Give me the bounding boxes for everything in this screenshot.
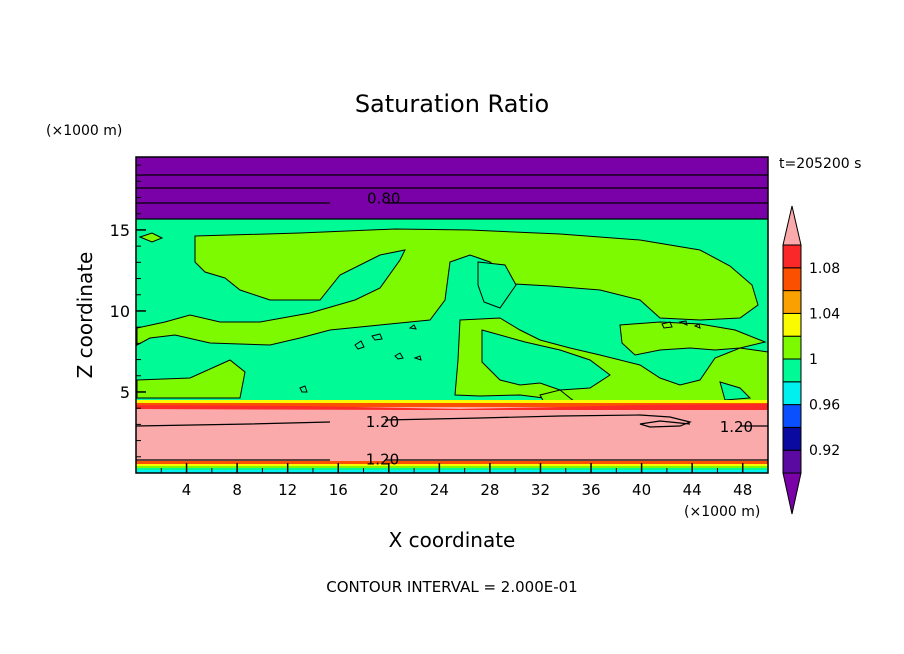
yellow-band	[136, 400, 768, 404]
surface-cyan-band	[136, 470, 768, 473]
surface-teal-band	[136, 468, 768, 470]
contour-label: 0.80	[367, 190, 400, 208]
x-tick-label: 48	[733, 481, 752, 499]
y-tick-label: 15	[110, 221, 130, 240]
x-tick-label: 8	[232, 481, 242, 499]
x-axis-label: X coordinate	[389, 528, 516, 552]
colorbar-label: 0.92	[809, 443, 840, 459]
x-tick-label: 36	[581, 481, 600, 499]
x-tick-label: 28	[480, 481, 499, 499]
surface-yellow-band	[136, 464, 768, 466]
x-tick-label: 24	[430, 481, 449, 499]
supersaturated-layer	[136, 405, 768, 461]
x-tick-label: 40	[632, 481, 651, 499]
x-tick-label: 20	[379, 481, 398, 499]
time-label: t=205200 s	[779, 156, 861, 172]
colorbar-bin	[782, 426, 802, 451]
y-axis-ticks: 5 10 15	[110, 164, 146, 458]
y-tick-label: 5	[120, 383, 130, 402]
colorbar-bin	[782, 312, 802, 337]
red-band	[136, 404, 768, 410]
colorbar-label: 1	[809, 352, 818, 368]
colorbar-label: 0.96	[809, 398, 840, 414]
plot-frame	[135, 156, 769, 474]
y-unit-label: (×1000 m)	[46, 123, 122, 139]
x-tick-label: 32	[531, 481, 550, 499]
x-unit-label: (×1000 m)	[684, 504, 760, 520]
x-tick-label: 16	[329, 481, 348, 499]
surface-orange-band	[136, 461, 768, 464]
surface-green-band	[136, 466, 768, 468]
contour-lines	[136, 174, 768, 461]
x-tick-label: 44	[683, 481, 702, 499]
colorbar-bin	[782, 449, 802, 474]
small-contour-speckles	[299, 320, 701, 393]
x-tick-label: 4	[182, 481, 192, 499]
chart-title: Saturation Ratio	[355, 90, 549, 118]
colorbar-bin	[782, 381, 802, 406]
colorbar-bin	[782, 358, 802, 383]
contour-label: 1.20	[366, 450, 399, 468]
y-axis-label: Z coordinate	[73, 252, 97, 379]
x-axis-ticks: 4 8 12 16 20 24 28 32 36 40 44 48	[160, 463, 752, 499]
x-tick-label: 12	[278, 481, 297, 499]
colorbar-bin	[782, 267, 802, 292]
colorbar-over-arrow	[782, 205, 802, 246]
contour-interval-label: CONTOUR INTERVAL = 2.000E-01	[326, 578, 577, 596]
colorbar-bin	[782, 335, 802, 360]
orange-band	[136, 403, 768, 407]
colorbar-label: 1.08	[809, 261, 840, 277]
contour-label: 1.20	[366, 413, 399, 431]
y-tick-label: 10	[110, 302, 130, 321]
colorbar-label: 1.04	[809, 306, 840, 322]
colorbar: 1.08 1.04 1 0.96 0.92	[782, 205, 840, 515]
contour-labels: 0.80 1.20 1.20 1.20	[366, 190, 753, 469]
contour-label: 1.20	[720, 418, 753, 436]
colorbar-bin	[782, 404, 802, 428]
colorbar-bin	[782, 244, 802, 269]
colorbar-under-arrow	[782, 472, 802, 515]
colorbar-bin	[782, 290, 802, 314]
plot-field	[136, 157, 768, 473]
